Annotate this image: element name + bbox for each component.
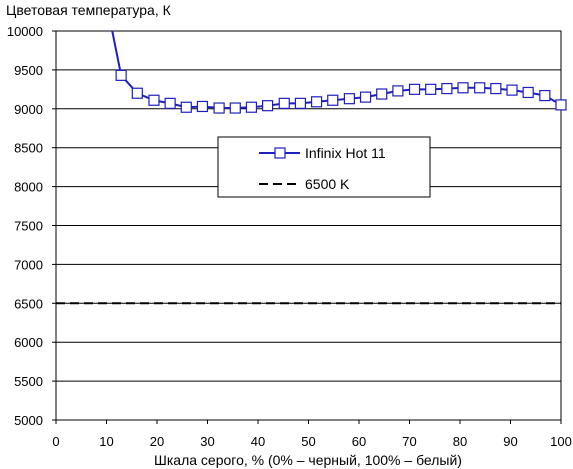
- data-point: [261, 100, 274, 112]
- x-tick-label: 70: [402, 434, 416, 449]
- data-point: [506, 84, 518, 96]
- y-axis: 5000 5500 6000 6500 7000 7500 8000 8500 9000 9500…: [7, 24, 56, 428]
- data-point: [131, 87, 143, 99]
- legend-label-6500k: 6500 K: [305, 176, 350, 192]
- data-point: [425, 83, 437, 95]
- y-tick-label: 6500: [14, 296, 43, 311]
- y-tick-label: 7000: [14, 257, 43, 272]
- x-axis: 0 10 20 30 40 50 60 70 80 90 100: [52, 420, 572, 449]
- data-point: [196, 100, 209, 113]
- x-tick-label: 30: [200, 434, 214, 449]
- y-tick-label: 7500: [14, 219, 43, 234]
- x-tick-label: 50: [301, 434, 315, 449]
- data-point: [213, 102, 225, 114]
- data-point: [294, 97, 307, 109]
- x-tick-label: 20: [150, 434, 164, 449]
- x-tick-label: 0: [52, 434, 59, 449]
- data-point: [376, 88, 388, 100]
- data-point: [392, 85, 404, 97]
- data-point: [164, 97, 176, 109]
- data-point: [474, 82, 486, 94]
- legend-box: [217, 136, 431, 198]
- y-tick-label: 6000: [14, 335, 43, 350]
- data-point: [245, 101, 258, 113]
- y-tick-label: 8500: [14, 141, 43, 156]
- series-layer: [56, 31, 567, 305]
- series-0: [111, 31, 567, 114]
- data-point: [343, 93, 356, 105]
- data-point: [555, 99, 567, 111]
- data-point: [457, 82, 469, 94]
- data-point: [539, 89, 551, 102]
- data-point: [310, 96, 323, 108]
- y-tick-label: 5000: [14, 413, 43, 428]
- data-point: [278, 97, 290, 109]
- data-point: [359, 91, 372, 103]
- x-tick-label: 10: [99, 434, 113, 449]
- legend-marker-infinix: [274, 147, 286, 159]
- legend-label-infinix: Infinix Hot 11: [305, 145, 386, 161]
- data-point: [327, 94, 339, 106]
- y-tick-label: 5500: [14, 374, 43, 389]
- data-point: [148, 94, 160, 106]
- data-point: [490, 82, 502, 95]
- x-axis-title: Шкала серого, % (0% – черный, 100% – бел…: [154, 452, 462, 468]
- x-tick-label: 80: [453, 434, 467, 449]
- x-tick-label: 60: [352, 434, 366, 449]
- data-point: [441, 82, 453, 95]
- y-axis-title: Цветовая температура, К: [6, 2, 172, 18]
- data-point: [522, 86, 534, 99]
- x-tick-label: 90: [503, 434, 517, 449]
- data-point: [229, 102, 241, 114]
- data-point: [408, 83, 421, 95]
- y-tick-label: 8000: [14, 180, 43, 195]
- x-tick-label: 100: [550, 434, 572, 449]
- y-tick-label: 9000: [14, 102, 43, 117]
- y-tick-label: 10000: [7, 24, 43, 39]
- y-tick-label: 9500: [14, 63, 43, 78]
- data-point: [115, 69, 127, 81]
- x-tick-label: 40: [251, 434, 265, 449]
- data-point: [180, 101, 192, 113]
- legend: Infinix Hot 11 6500 K: [217, 136, 431, 198]
- grid: [56, 69, 561, 382]
